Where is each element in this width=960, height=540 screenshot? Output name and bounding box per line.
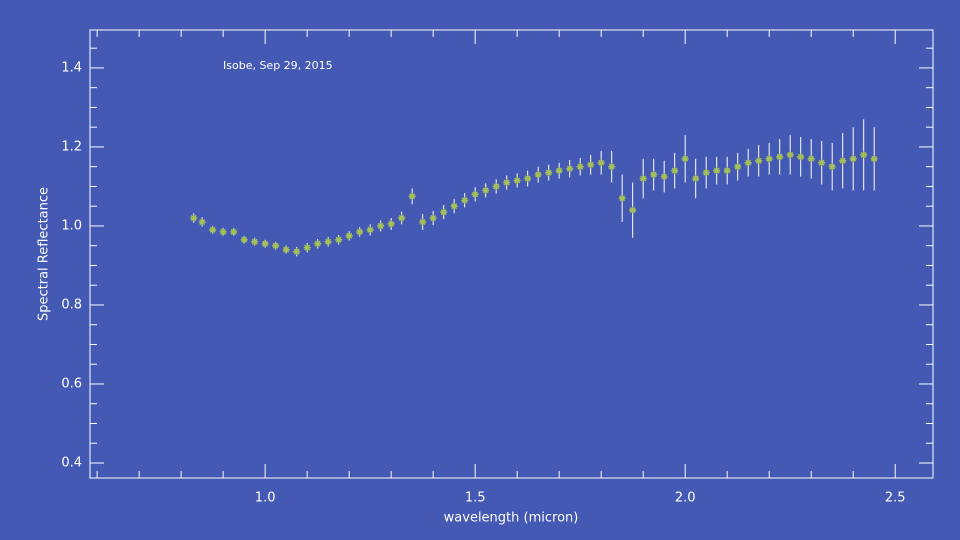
data-point — [513, 177, 521, 185]
data-point — [555, 167, 563, 175]
data-point — [786, 151, 794, 159]
y-axis-label: Spectral Reflectance — [37, 187, 52, 321]
data-point — [303, 244, 311, 252]
data-point — [744, 159, 752, 167]
data-point — [461, 196, 469, 204]
data-point — [471, 190, 479, 198]
x-tick-label: 2.0 — [675, 491, 696, 506]
data-point — [587, 161, 595, 169]
data-point — [807, 155, 815, 163]
data-point — [608, 163, 616, 171]
data-point — [419, 218, 427, 226]
data-point — [713, 167, 721, 175]
data-point — [818, 159, 826, 167]
x-tick-label: 2.5 — [885, 491, 906, 506]
data-point — [492, 182, 500, 190]
y-tick-label: 1.2 — [61, 139, 82, 154]
data-point — [660, 173, 668, 181]
data-point — [335, 236, 343, 244]
data-point — [849, 155, 857, 163]
data-point — [839, 157, 847, 165]
data-point — [566, 165, 574, 173]
data-point — [356, 228, 364, 236]
data-point — [671, 167, 679, 175]
y-tick-label: 0.6 — [61, 376, 82, 391]
data-point — [870, 155, 878, 163]
data-point — [723, 167, 731, 175]
data-point — [692, 175, 700, 183]
data-point — [503, 178, 511, 186]
data-point — [860, 151, 868, 159]
data-point — [576, 163, 584, 171]
x-tick-label: 1.0 — [255, 491, 276, 506]
data-point — [209, 226, 217, 234]
data-point — [261, 240, 269, 248]
y-tick-label: 0.8 — [61, 297, 82, 312]
y-tick-label: 0.4 — [61, 455, 82, 470]
y-tick-label: 1.4 — [61, 60, 82, 75]
data-point — [450, 202, 458, 210]
data-point — [702, 169, 710, 177]
data-point — [545, 169, 553, 177]
data-point — [597, 159, 605, 167]
data-point — [482, 186, 490, 194]
data-point — [755, 157, 763, 165]
data-point — [324, 238, 332, 246]
x-tick-label: 1.5 — [465, 491, 486, 506]
data-point — [398, 214, 406, 222]
data-point — [534, 171, 542, 179]
data-point — [524, 175, 532, 183]
data-point — [251, 238, 259, 246]
data-point — [198, 218, 206, 226]
data-point — [734, 163, 742, 171]
plot-frame — [89, 29, 934, 479]
data-point — [429, 214, 437, 222]
data-point — [765, 155, 773, 163]
data-point — [190, 214, 198, 222]
data-point — [366, 226, 374, 234]
data-point — [282, 246, 290, 254]
data-point — [797, 153, 805, 161]
y-tick-label: 1.0 — [61, 218, 82, 233]
data-point — [314, 240, 322, 248]
data-point — [230, 228, 238, 236]
data-point — [629, 206, 637, 214]
data-point — [639, 175, 647, 183]
data-point — [681, 155, 689, 163]
data-point — [293, 248, 301, 256]
data-point — [272, 242, 280, 250]
annotation: Isobe, Sep 29, 2015 — [223, 59, 333, 72]
data-point — [440, 208, 448, 216]
data-point — [618, 194, 626, 202]
data-point — [828, 163, 836, 171]
data-point — [240, 236, 248, 244]
x-axis-label: wavelength (micron) — [444, 511, 579, 526]
data-point — [408, 192, 416, 200]
data-point — [650, 171, 658, 179]
data-point — [345, 232, 353, 240]
data-point — [219, 228, 227, 236]
data-point — [387, 220, 395, 228]
data-point — [776, 153, 784, 161]
data-point — [377, 222, 385, 230]
